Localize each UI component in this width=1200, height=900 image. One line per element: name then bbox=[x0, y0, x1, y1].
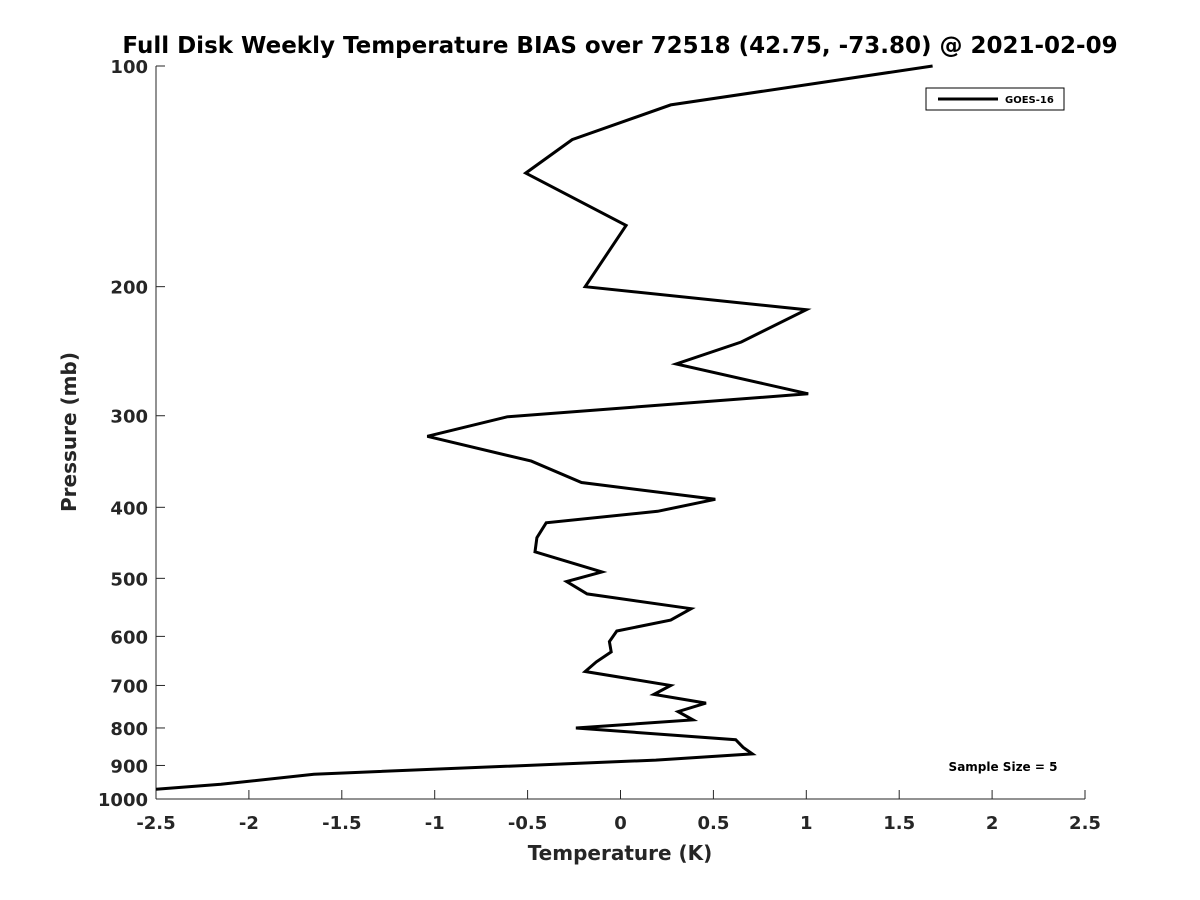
series-line-goes-16 bbox=[155, 64, 933, 791]
sample-size-annotation: Sample Size = 5 bbox=[949, 760, 1058, 774]
x-tick-label: 0.5 bbox=[697, 813, 729, 834]
legend-entry-goes-16: GOES-16 bbox=[1005, 95, 1054, 106]
y-tick-label: 400 bbox=[110, 498, 148, 519]
y-tick-label: 500 bbox=[110, 569, 148, 590]
x-tick-label: 1 bbox=[800, 813, 813, 834]
y-tick-label: 100 bbox=[110, 57, 148, 78]
y-axis-ticks: 100 200 300 400 500 600 700 800 900 1000 bbox=[98, 57, 165, 811]
x-tick-label: -2 bbox=[239, 813, 259, 834]
y-tick-label: 900 bbox=[110, 756, 148, 777]
y-axis-label: Pressure (mb) bbox=[57, 352, 81, 512]
y-tick-label: 600 bbox=[110, 627, 148, 648]
y-tick-label: 300 bbox=[110, 407, 148, 428]
x-axis-label: Temperature (K) bbox=[528, 841, 713, 865]
x-tick-label: -0.5 bbox=[508, 813, 547, 834]
chart-title: Full Disk Weekly Temperature BIAS over 7… bbox=[122, 33, 1117, 59]
x-tick-label: 2.5 bbox=[1069, 813, 1101, 834]
x-tick-label: -1.5 bbox=[322, 813, 361, 834]
x-tick-label: -1 bbox=[425, 813, 445, 834]
legend: GOES-16 bbox=[925, 87, 1065, 111]
x-tick-label: 2 bbox=[986, 813, 999, 834]
x-axis-ticks: -2.5 -2 -1.5 -1 -0.5 0 0.5 1 1.5 2 2.5 bbox=[136, 790, 1101, 834]
y-tick-label: 700 bbox=[110, 676, 148, 697]
x-tick-label: 1.5 bbox=[883, 813, 915, 834]
x-tick-label: -2.5 bbox=[136, 813, 175, 834]
y-tick-label: 800 bbox=[110, 719, 148, 740]
x-tick-label: 0 bbox=[614, 813, 627, 834]
series-layer bbox=[155, 64, 933, 791]
y-tick-label: 1000 bbox=[98, 790, 148, 811]
y-tick-label: 200 bbox=[110, 278, 148, 299]
